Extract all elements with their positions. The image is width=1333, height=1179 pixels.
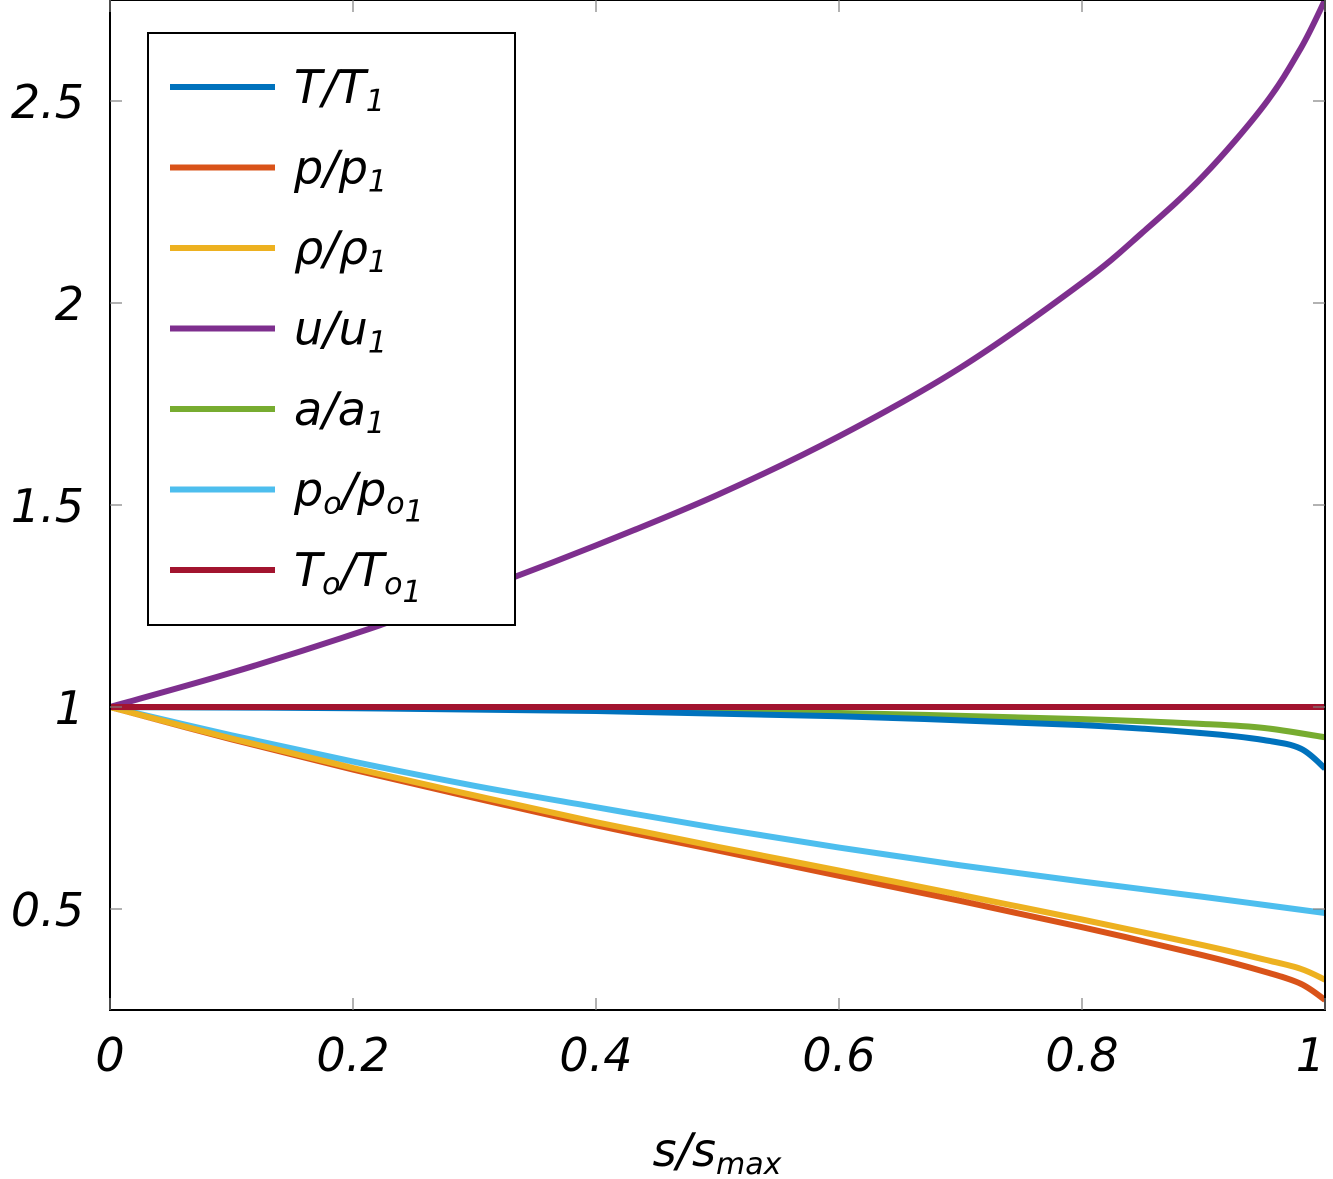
tick-layer: 0 0.2 0.4 0.6 0.8 1 0.5 1 1.5 2 2.5: [11, 0, 1326, 1082]
x-axis-title: s/smax: [653, 1123, 782, 1179]
legend-label-u: u/u1: [294, 302, 387, 361]
x-tick-label: 1: [1296, 1028, 1325, 1082]
series-line-po: [110, 704, 1325, 917]
legend-label-rho: ρ/ρ1: [294, 221, 387, 280]
series-line-rho: [110, 704, 1325, 983]
y-tick-label: 0.5: [11, 883, 84, 937]
legend-label-To: To/To1: [294, 543, 422, 610]
y-tick-label: 1: [55, 681, 84, 735]
series-layer: [110, 0, 1325, 1003]
legend-label-p: p/p1: [293, 141, 387, 200]
series-line-u: [110, 0, 1325, 710]
y-tick-label: 2: [55, 277, 84, 331]
x-tick-label: 0.8: [1045, 1028, 1118, 1082]
legend-label-a: a/a1: [294, 382, 385, 441]
legend-label-po: po/po1: [293, 463, 424, 530]
x-tick-label: 0.4: [559, 1028, 632, 1082]
y-tick-label: 2.5: [11, 75, 84, 129]
y-tick-label: 1.5: [11, 479, 84, 533]
x-tick-label: 0.2: [316, 1028, 389, 1082]
legend: T/T1 p/p1 ρ/ρ1 u/u1 a/a1 po/po1 To/To1: [147, 32, 516, 626]
x-axis-label: s/smax: [653, 1123, 782, 1179]
series-line-T: [110, 704, 1325, 771]
legend-label-T: T/T1: [294, 60, 385, 119]
x-tick-label: 0.6: [802, 1028, 875, 1082]
x-tick-label: 0: [95, 1028, 124, 1082]
